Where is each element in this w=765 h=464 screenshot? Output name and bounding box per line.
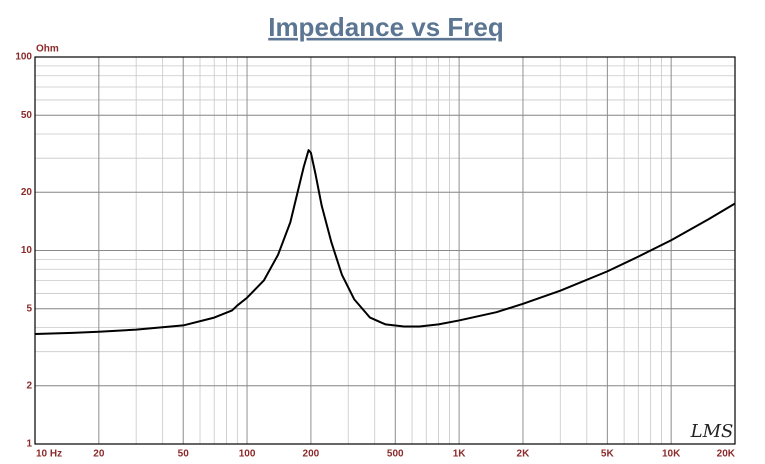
y-tick-label: 1 [26, 439, 32, 450]
x-tick-label: 20 [93, 449, 105, 460]
y-tick-label: 2 [26, 380, 32, 391]
x-tick-label: 20K [717, 449, 736, 460]
y-tick-label: 10 [21, 245, 33, 256]
chart-title: Impedance vs Freq [268, 12, 504, 42]
x-tick-label: 2K [517, 449, 531, 460]
x-tick-label: 10K [662, 449, 681, 460]
x-tick-label: 200 [303, 449, 320, 460]
impedance-line [34, 149, 736, 336]
x-tick-label: 50 [178, 449, 190, 460]
y-tick-label: 100 [15, 52, 32, 63]
y-tick-label: 20 [21, 187, 33, 198]
plot-frame [34, 56, 736, 445]
x-tick-label: 100 [239, 449, 256, 460]
x-tick-label: 10 Hz [36, 449, 62, 460]
x-tick-label: 500 [387, 449, 404, 460]
grid [34, 56, 736, 445]
x-tick-label: 5K [601, 449, 615, 460]
y-tick-label: 5 [26, 303, 32, 314]
watermark: LMS [690, 421, 734, 442]
y-tick-label: 50 [21, 110, 33, 121]
x-tick-label: 1K [453, 449, 467, 460]
y-axis-label: Ohm [36, 44, 59, 55]
